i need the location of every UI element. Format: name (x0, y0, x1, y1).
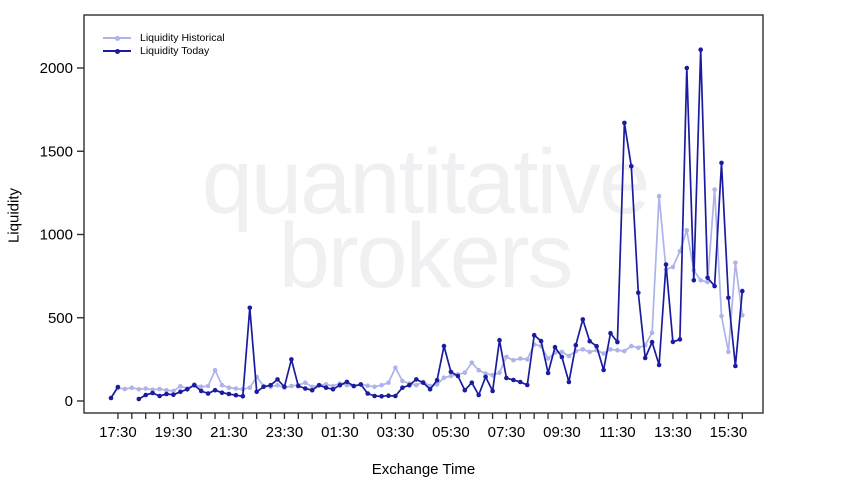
svg-text:15:30: 15:30 (710, 424, 748, 441)
svg-text:0: 0 (65, 393, 73, 410)
legend-item-historical: Liquidity Historical (103, 32, 225, 44)
svg-text:23:30: 23:30 (266, 424, 304, 441)
legend-label-today: Liquidity Today (140, 45, 210, 57)
svg-text:07:30: 07:30 (488, 424, 526, 441)
svg-text:11:30: 11:30 (599, 424, 635, 441)
legend-line-marker-icon (103, 35, 131, 41)
svg-text:1500: 1500 (40, 143, 73, 160)
svg-text:01:30: 01:30 (321, 424, 359, 441)
y-axis-title: Liquidity (5, 187, 23, 244)
svg-text:21:30: 21:30 (210, 424, 248, 441)
svg-text:03:30: 03:30 (377, 424, 415, 441)
svg-text:19:30: 19:30 (155, 424, 193, 441)
legend-item-today: Liquidity Today (103, 45, 225, 57)
svg-text:1000: 1000 (40, 227, 73, 244)
svg-text:500: 500 (48, 310, 73, 327)
svg-text:13:30: 13:30 (654, 424, 692, 441)
chart-legend: Liquidity Historical Liquidity Today (103, 32, 225, 57)
legend-label-historical: Liquidity Historical (140, 32, 225, 44)
svg-text:05:30: 05:30 (432, 424, 470, 441)
x-axis-ticks: 17:30 19:30 21:30 23:30 01:30 03:30 05:30 07:30… (99, 413, 747, 441)
legend-line-marker-icon (103, 48, 131, 54)
series-liquidity-today (108, 47, 745, 402)
y-axis-ticks: 0 500 1000 1500 2000 (40, 60, 84, 410)
svg-text:09:30: 09:30 (543, 424, 581, 441)
svg-text:17:30: 17:30 (99, 424, 137, 441)
x-axis-title: Exchange Time (371, 461, 476, 478)
svg-text:2000: 2000 (40, 60, 73, 77)
series-liquidity-historical (115, 187, 745, 394)
